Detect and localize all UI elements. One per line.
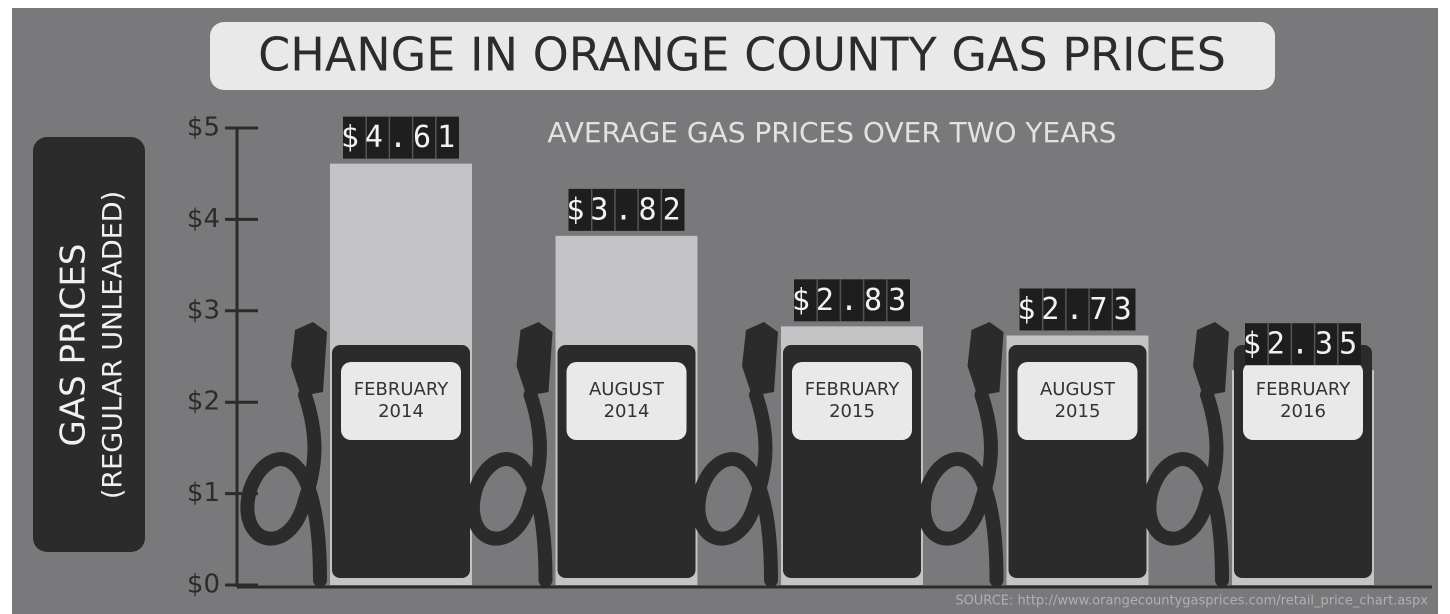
y-tick-label: $0 xyxy=(187,570,220,600)
y-tick-label: $5 xyxy=(187,113,220,143)
source: SOURCE: http://www.orangecountygasprices… xyxy=(955,594,1428,609)
x-tick-label: FEBRUARY 2016 xyxy=(1243,362,1363,440)
x-tick-label: FEBRUARY 2014 xyxy=(341,362,461,440)
y-axis-sublabel: (REGULAR UNLEADED) xyxy=(98,191,129,499)
chart: CHANGE IN ORANGE COUNTY GAS PRICES AVERA… xyxy=(0,0,1450,614)
y-axis-label: GAS PRICES xyxy=(54,244,94,447)
value-label: $3.82 xyxy=(566,192,686,227)
value-label: $2.35 xyxy=(1243,327,1363,362)
x-tick-label: AUGUST 2015 xyxy=(1018,362,1138,440)
category-label-box: FEBRUARY 2016 xyxy=(1243,362,1363,440)
chart-title: CHANGE IN ORANGE COUNTY GAS PRICES xyxy=(258,28,1226,82)
category-label-box: FEBRUARY 2015 xyxy=(792,362,912,440)
x-tick-label: FEBRUARY 2015 xyxy=(792,362,912,440)
category-label-box: FEBRUARY 2014 xyxy=(341,362,461,440)
y-tick-label: $4 xyxy=(187,204,220,234)
value-label: $4.61 xyxy=(341,120,461,155)
category-label-box: AUGUST 2015 xyxy=(1018,362,1138,440)
chart-subtitle: AVERAGE GAS PRICES OVER TWO YEARS xyxy=(547,116,1116,149)
category-label-box: AUGUST 2014 xyxy=(567,362,687,440)
x-tick-label: AUGUST 2014 xyxy=(567,362,687,440)
y-tick-label: $1 xyxy=(187,478,220,508)
y-tick-label: $3 xyxy=(187,295,220,325)
value-label: $2.83 xyxy=(792,283,912,318)
value-label: $2.73 xyxy=(1017,292,1137,327)
y-tick-label: $2 xyxy=(187,387,220,417)
